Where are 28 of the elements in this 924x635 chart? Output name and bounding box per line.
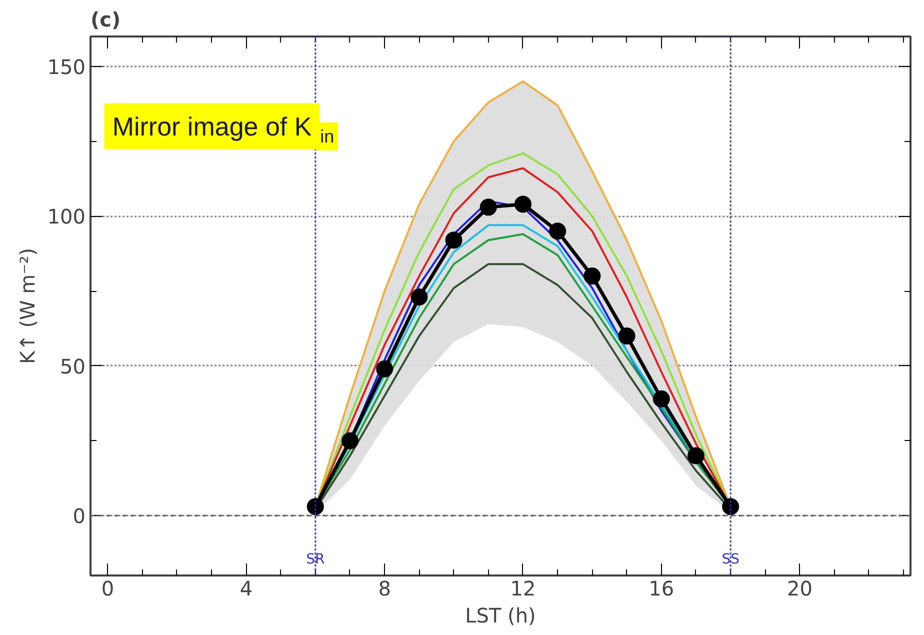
point bbox=[687, 447, 704, 464]
point bbox=[410, 288, 428, 306]
x-tick-label: 8 bbox=[378, 576, 391, 600]
y-tick-label: 50 bbox=[60, 354, 86, 378]
ref-line-label: SR bbox=[306, 552, 325, 568]
point bbox=[306, 498, 324, 516]
chart-title: (c) bbox=[90, 8, 121, 32]
point bbox=[341, 432, 358, 450]
y-tick-label: 0 bbox=[72, 504, 86, 528]
ref-line-label: SS bbox=[722, 552, 740, 568]
point bbox=[722, 498, 740, 516]
point bbox=[514, 196, 532, 213]
point bbox=[618, 327, 636, 344]
point bbox=[584, 268, 601, 285]
point bbox=[549, 222, 566, 240]
x-axis-title: LST (h) bbox=[465, 604, 536, 628]
x-tick-label: 16 bbox=[648, 576, 674, 600]
point bbox=[445, 232, 462, 249]
x-tick-label: 12 bbox=[510, 576, 536, 600]
x-tick-label: 4 bbox=[240, 576, 253, 600]
x-tick-label: 20 bbox=[787, 576, 813, 600]
y-tick-label: 100 bbox=[47, 204, 86, 229]
y-axis-title: K↑ (W m⁻²) bbox=[15, 248, 40, 364]
point bbox=[376, 360, 394, 378]
point bbox=[652, 390, 670, 408]
point bbox=[480, 198, 497, 216]
y-tick-label: 150 bbox=[47, 54, 86, 79]
x-tick-label: 0 bbox=[101, 576, 114, 600]
